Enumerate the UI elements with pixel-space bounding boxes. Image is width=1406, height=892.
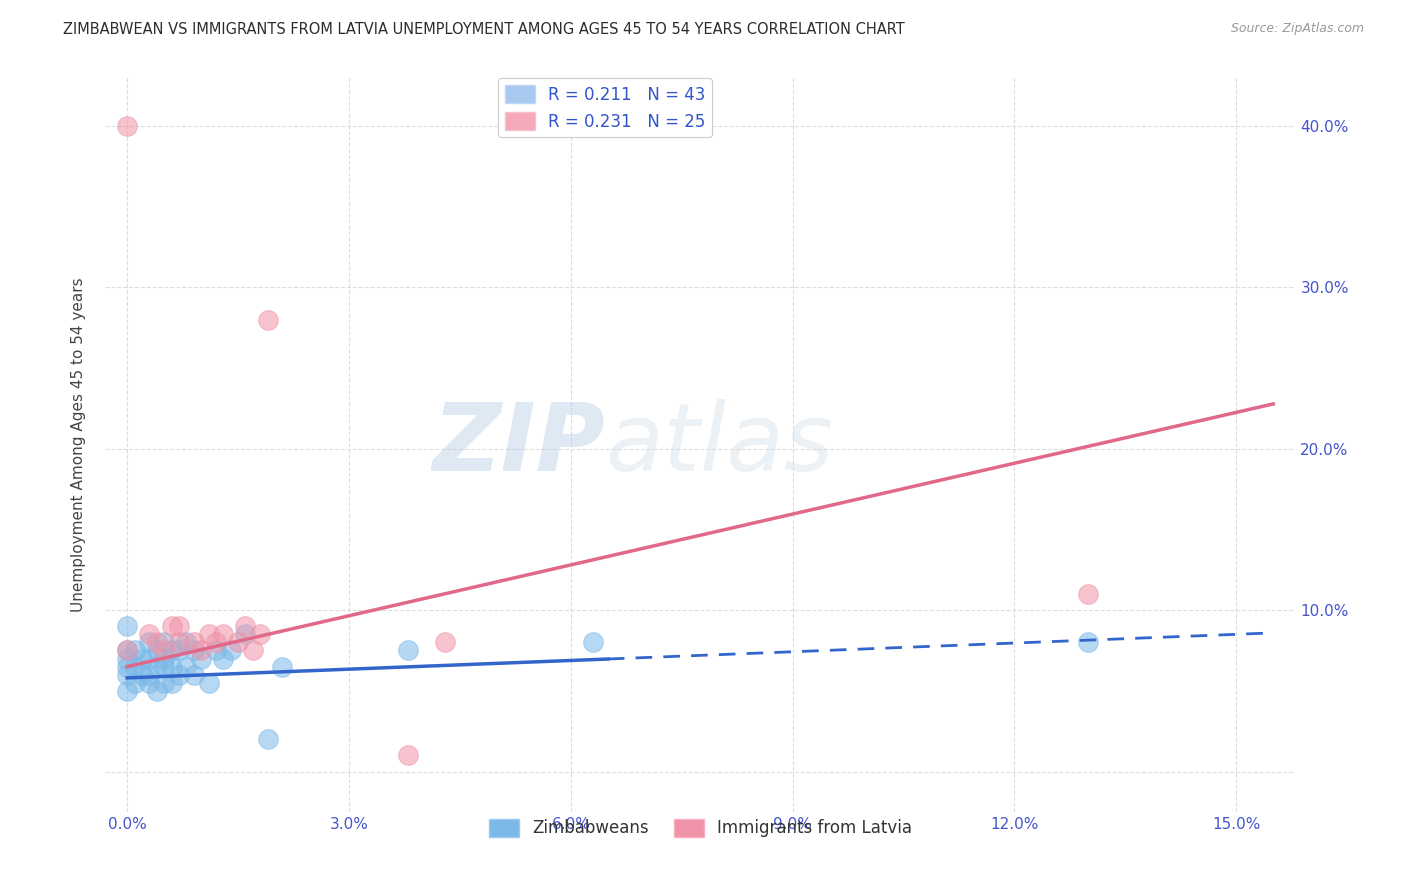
- Point: [138, 635, 160, 649]
- Point: [235, 627, 257, 641]
- Point: [153, 659, 176, 673]
- Point: [145, 643, 167, 657]
- Point: [249, 627, 271, 641]
- Point: [271, 659, 294, 673]
- Point: [153, 643, 176, 657]
- Point: [153, 651, 176, 665]
- Point: [176, 635, 198, 649]
- Point: [145, 683, 167, 698]
- Point: [167, 667, 190, 681]
- Point: [176, 659, 198, 673]
- Point: [167, 643, 190, 657]
- Point: [167, 635, 190, 649]
- Point: [115, 659, 138, 673]
- Point: [115, 683, 138, 698]
- Point: [197, 627, 219, 641]
- Point: [183, 635, 205, 649]
- Legend: Zimbabweans, Immigrants from Latvia: Zimbabweans, Immigrants from Latvia: [482, 812, 918, 844]
- Point: [205, 635, 228, 649]
- Point: [396, 643, 419, 657]
- Point: [124, 659, 146, 673]
- Point: [205, 643, 228, 657]
- Point: [167, 619, 190, 633]
- Point: [115, 643, 138, 657]
- Point: [124, 643, 146, 657]
- Point: [138, 675, 160, 690]
- Point: [396, 748, 419, 763]
- Point: [115, 667, 138, 681]
- Point: [115, 643, 138, 657]
- Point: [256, 312, 278, 326]
- Point: [235, 619, 257, 633]
- Point: [131, 667, 153, 681]
- Point: [183, 667, 205, 681]
- Point: [138, 627, 160, 641]
- Point: [226, 635, 249, 649]
- Point: [160, 659, 183, 673]
- Point: [183, 643, 205, 657]
- Point: [153, 635, 176, 649]
- Point: [197, 675, 219, 690]
- Point: [115, 651, 138, 665]
- Point: [256, 732, 278, 747]
- Point: [115, 119, 138, 133]
- Point: [219, 643, 242, 657]
- Text: atlas: atlas: [605, 399, 834, 491]
- Point: [582, 635, 605, 649]
- Point: [434, 635, 457, 649]
- Point: [190, 651, 212, 665]
- Point: [145, 635, 167, 649]
- Point: [138, 667, 160, 681]
- Point: [131, 651, 153, 665]
- Point: [190, 643, 212, 657]
- Point: [153, 675, 176, 690]
- Point: [124, 675, 146, 690]
- Point: [1077, 635, 1099, 649]
- Point: [242, 643, 264, 657]
- Text: Source: ZipAtlas.com: Source: ZipAtlas.com: [1230, 22, 1364, 36]
- Y-axis label: Unemployment Among Ages 45 to 54 years: Unemployment Among Ages 45 to 54 years: [72, 277, 86, 612]
- Point: [212, 627, 235, 641]
- Text: ZIP: ZIP: [432, 399, 605, 491]
- Point: [160, 619, 183, 633]
- Text: ZIMBABWEAN VS IMMIGRANTS FROM LATVIA UNEMPLOYMENT AMONG AGES 45 TO 54 YEARS CORR: ZIMBABWEAN VS IMMIGRANTS FROM LATVIA UNE…: [63, 22, 905, 37]
- Point: [160, 643, 183, 657]
- Point: [212, 651, 235, 665]
- Point: [145, 659, 167, 673]
- Point: [138, 651, 160, 665]
- Point: [1077, 587, 1099, 601]
- Point: [160, 675, 183, 690]
- Point: [115, 619, 138, 633]
